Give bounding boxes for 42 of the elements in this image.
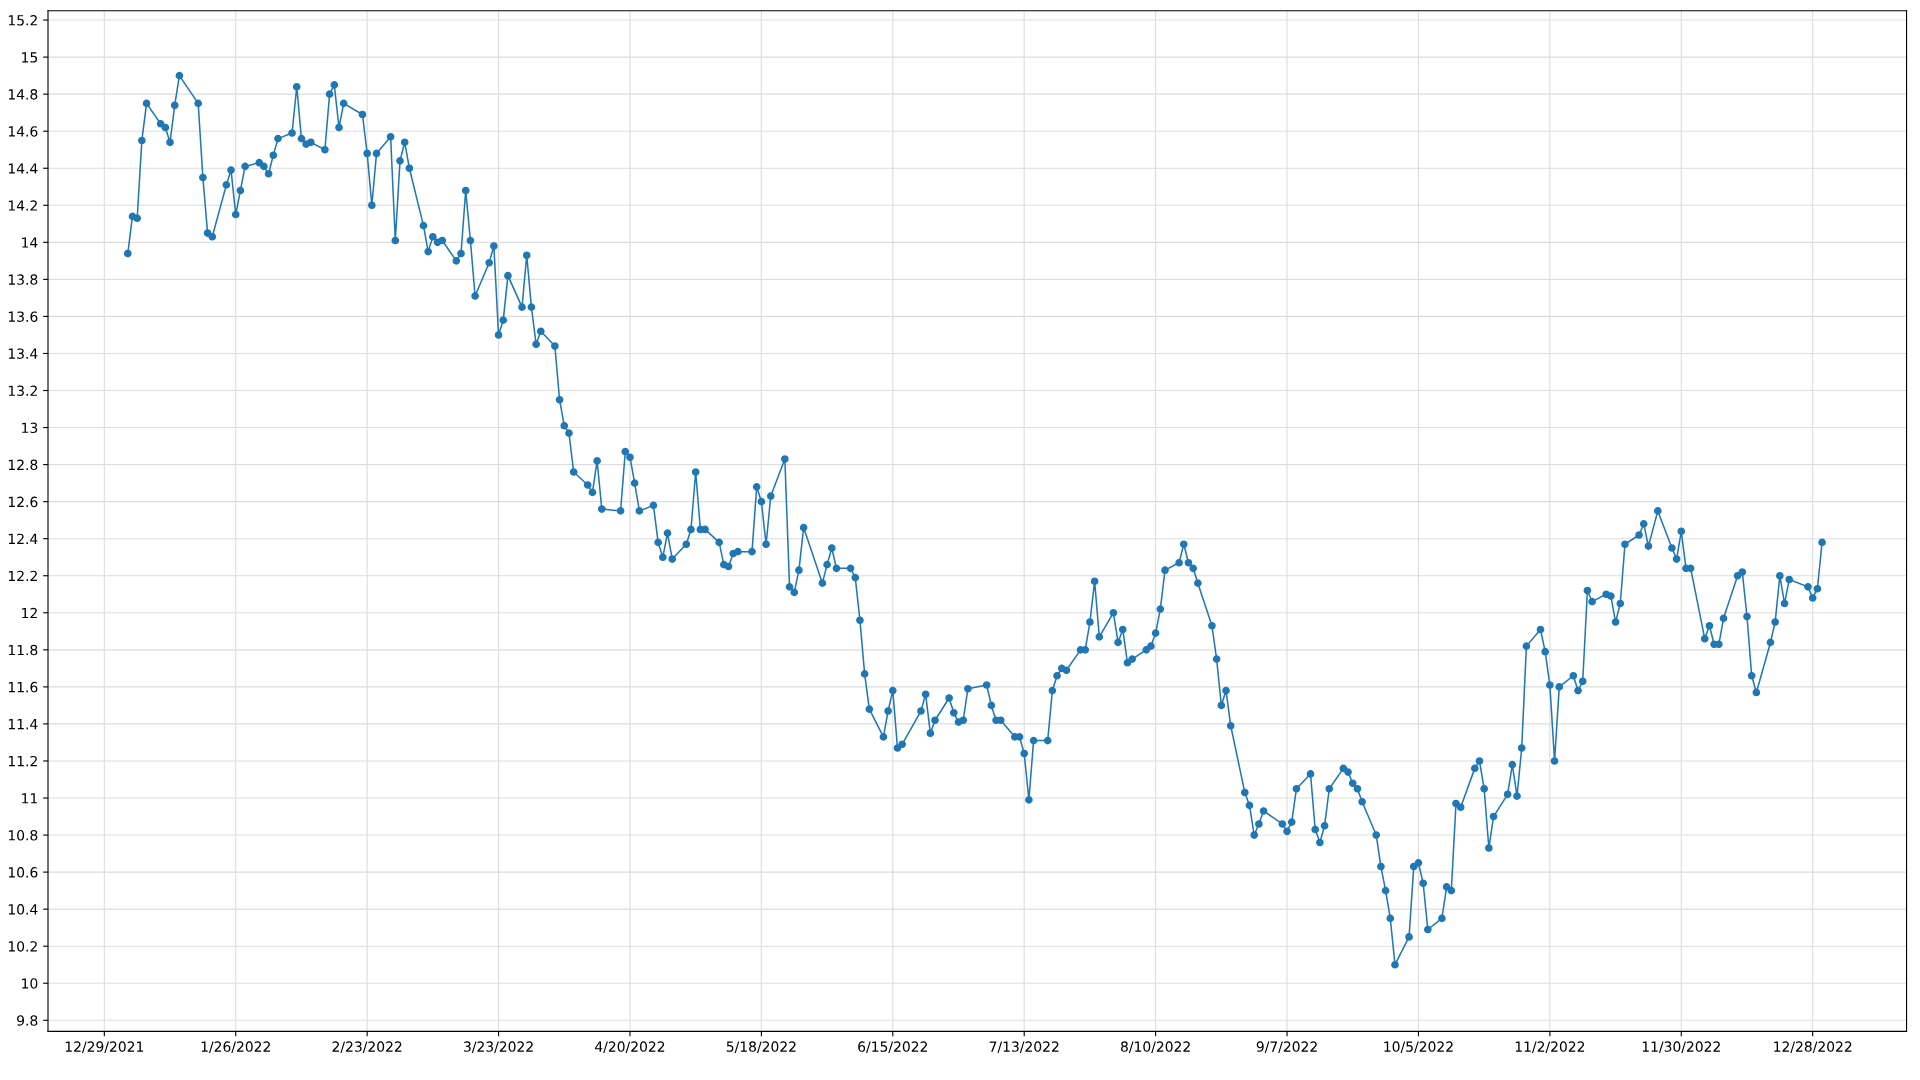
y-tick-label: 11.2 bbox=[8, 755, 37, 767]
x-tick-label: 5/18/2022 bbox=[726, 1041, 796, 1053]
y-tick-label: 14.8 bbox=[8, 89, 38, 100]
y-tick-label: 12.2 bbox=[8, 570, 37, 582]
y-tick-label: 12.4 bbox=[8, 533, 38, 544]
y-tick-label: 13 bbox=[22, 422, 38, 434]
y-tick-label: 13.2 bbox=[8, 385, 37, 396]
y-tick-label: 14.4 bbox=[8, 163, 38, 174]
y-tick-label: 14.2 bbox=[8, 200, 37, 211]
y-tick-label: 12 bbox=[22, 607, 37, 619]
x-tick-label: 2/23/2022 bbox=[332, 1041, 402, 1053]
x-tick-label: 11/30/2022 bbox=[1642, 1041, 1720, 1053]
x-tick-label: 7/13/2022 bbox=[989, 1041, 1059, 1053]
y-tick-label: 14 bbox=[22, 237, 38, 248]
y-tick-label: 10.4 bbox=[8, 904, 38, 915]
y-tick-label: 13.6 bbox=[8, 311, 38, 322]
y-tick-label: 11 bbox=[22, 793, 37, 804]
y-tick-label: 15.2 bbox=[8, 15, 37, 26]
y-tick-label: 10.6 bbox=[8, 867, 38, 878]
y-tick-label: 9.8 bbox=[17, 1015, 38, 1026]
x-tick-label: 10/5/2022 bbox=[1384, 1041, 1453, 1053]
x-tick-label: 12/28/2022 bbox=[1774, 1041, 1852, 1053]
y-tick-label: 10 bbox=[22, 978, 38, 989]
x-tick-label: 8/10/2022 bbox=[1120, 1041, 1190, 1053]
y-tick-label: 12.8 bbox=[8, 459, 38, 471]
y-tick-label: 10.2 bbox=[8, 941, 37, 952]
y-tick-label: 15 bbox=[22, 52, 38, 63]
y-tick-label: 11.6 bbox=[8, 681, 38, 693]
y-tick-label: 11.8 bbox=[8, 644, 38, 656]
x-tick-label: 3/23/2022 bbox=[464, 1041, 533, 1053]
x-tick-label: 1/26/2022 bbox=[201, 1041, 270, 1053]
x-tick-label: 11/2/2022 bbox=[1515, 1041, 1585, 1053]
x-tick-label: 12/29/2021 bbox=[65, 1041, 144, 1053]
y-tick-label: 14.6 bbox=[8, 126, 38, 137]
y-tick-label: 11.4 bbox=[8, 719, 38, 730]
x-tick-label: 6/15/2022 bbox=[858, 1041, 928, 1053]
y-tick-label: 12.6 bbox=[8, 496, 38, 508]
y-tick-label: 10.8 bbox=[8, 830, 38, 841]
x-tick-label: 9/7/2022 bbox=[1256, 1041, 1317, 1053]
x-tick-label: 4/20/2022 bbox=[595, 1041, 665, 1053]
y-tick-label: 13.4 bbox=[8, 348, 38, 359]
y-tick-label: 13.8 bbox=[8, 274, 38, 285]
